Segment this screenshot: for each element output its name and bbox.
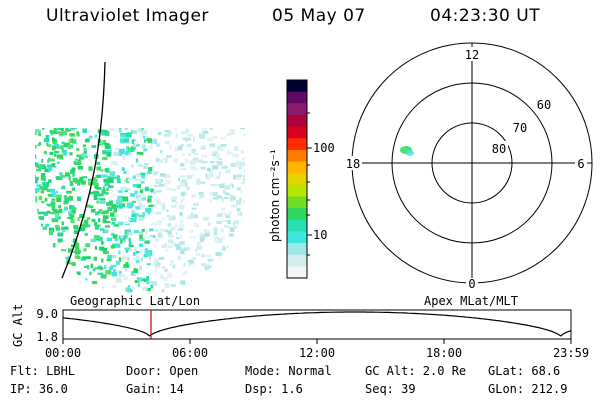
lat-label-80: 80 — [492, 142, 506, 156]
status-gain: Gain: 14 — [126, 382, 184, 396]
colorbar-cell — [287, 231, 307, 244]
xtick-1800: 18:00 — [426, 346, 462, 360]
instrument-title: Ultraviolet Imager — [46, 6, 209, 26]
colorbar-cell — [287, 114, 307, 128]
apex-label: Apex MLat/MLT — [424, 294, 518, 308]
status-dsp: Dsp: 1.6 — [245, 382, 303, 396]
alt-ymin: 1.8 — [36, 330, 58, 344]
xtick-0600: 06:00 — [172, 346, 208, 360]
status-door: Door: Open — [126, 364, 199, 378]
colorbar-cell — [287, 138, 307, 151]
colorbar-cell — [287, 173, 307, 186]
polar-plot — [351, 42, 593, 284]
mlt-label-12: 12 — [465, 48, 479, 62]
colorbar-cell — [287, 266, 307, 279]
colorbar-cell — [287, 243, 307, 256]
colorbar-cell — [287, 161, 307, 174]
lat-label-70: 70 — [513, 121, 527, 135]
color-bar — [286, 79, 312, 279]
alt-ylabel: GC Alt — [11, 304, 25, 347]
altitude-panel — [62, 309, 572, 344]
status-flt: Flt: LBHL — [10, 364, 76, 378]
colorbar-cell — [287, 103, 307, 116]
colorbar-tick-100: 100 — [313, 141, 335, 155]
colorbar-tick-10: 10 — [313, 228, 327, 242]
time-label: 04:23:30 UT — [430, 6, 541, 26]
xtick-2359: 23:59 — [553, 346, 589, 360]
colorbar-cell — [287, 91, 307, 104]
mlt-label-18: 18 — [346, 157, 360, 171]
status-seq: Seq: 39 — [365, 382, 416, 396]
date-label: 05 May 07 — [272, 6, 366, 26]
xtick-1200: 12:00 — [299, 346, 335, 360]
status-gc-alt: GC Alt: 2.0 Re — [365, 364, 467, 378]
mlt-label-6: 6 — [577, 157, 584, 171]
terminator-line — [61, 61, 106, 279]
status-mode: Mode: Normal — [245, 364, 332, 378]
colorbar-cell — [287, 126, 307, 139]
altitude-curve — [62, 311, 572, 337]
colorbar-cell — [287, 208, 307, 221]
geographic-label: Geographic Lat/Lon — [70, 294, 200, 308]
colorbar-cell — [287, 196, 307, 209]
status-glat: GLat: 68.6 — [488, 364, 561, 378]
colorbar-cell — [287, 80, 307, 93]
alt-ymax: 9.0 — [36, 307, 58, 321]
xtick-0000: 00:00 — [45, 346, 81, 360]
status-glon: GLon: 212.9 — [488, 382, 568, 396]
colorbar-cell — [287, 184, 307, 198]
colorbar-unit-label: photon cm⁻²s⁻¹ — [268, 149, 282, 242]
lat-label-60: 60 — [537, 98, 551, 112]
colorbar-cell — [287, 149, 307, 163]
status-ip: IP: 36.0 — [10, 382, 68, 396]
colorbar-cell — [287, 219, 307, 233]
aurora-spot — [400, 146, 414, 156]
mlt-label-0: 0 — [468, 277, 475, 291]
colorbar-cell — [287, 254, 307, 267]
